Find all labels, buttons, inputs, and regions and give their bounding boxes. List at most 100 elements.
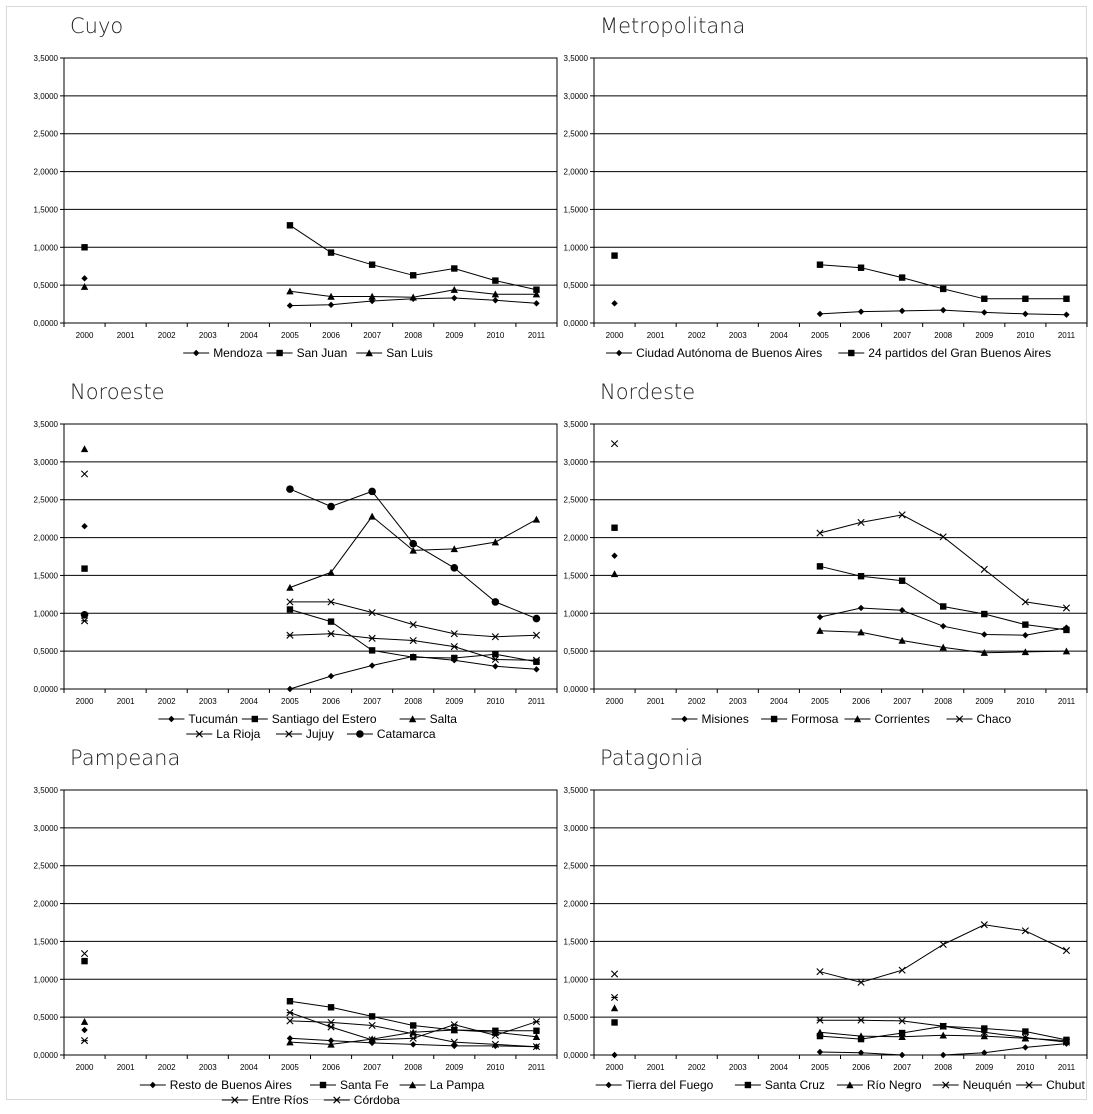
panel-patagonia: Patagonia 0,0000 0,5000 1,0000 1,5000 2,0000… xyxy=(530,744,1088,1114)
y-tick-label: 2,0000 xyxy=(564,900,589,909)
legend-marker xyxy=(195,730,203,738)
panel-title: Nordeste xyxy=(600,380,696,404)
data-point xyxy=(327,630,335,638)
y-tick-label: 2,5000 xyxy=(34,130,59,139)
x-tick-label: 2004 xyxy=(240,331,258,340)
x-tick-label: 2000 xyxy=(606,1063,624,1072)
series-Santa Cruz xyxy=(611,1019,1070,1044)
data-point xyxy=(610,440,619,448)
data-point xyxy=(286,606,294,613)
chart-svg-cuyo: 0,0000 0,5000 1,0000 1,5000 2,0000 2,5000 3,00… xyxy=(34,54,558,360)
series-La Rioja xyxy=(80,617,541,664)
legend-item: Santiago del Estero xyxy=(241,712,377,726)
legend-label: Chaco xyxy=(977,712,1012,726)
data-point xyxy=(450,1038,458,1046)
panel-noroeste: Noroeste 0,0000 0,5000 1,0000 1,5000 2,0000 2… xyxy=(0,378,558,748)
data-point xyxy=(1022,621,1029,628)
data-point xyxy=(451,294,458,302)
data-point xyxy=(491,655,499,664)
data-point xyxy=(368,608,376,617)
series-Catamarca xyxy=(80,485,541,623)
data-point xyxy=(898,511,906,519)
data-point xyxy=(409,636,417,645)
x-tick-label: 2009 xyxy=(975,1063,993,1072)
y-tick-label: 2,0000 xyxy=(34,534,59,543)
data-point xyxy=(898,307,906,315)
data-point xyxy=(1063,626,1070,634)
legend-label: Jujuy xyxy=(306,727,334,741)
x-tick-label: 2003 xyxy=(199,331,217,340)
x-tick-label: 2005 xyxy=(811,697,829,706)
y-tick-label: 0,5000 xyxy=(564,1013,589,1022)
panel-title: Cuyo xyxy=(70,14,124,38)
data-point xyxy=(451,265,458,272)
x-tick-label: 2008 xyxy=(404,1063,422,1072)
legend-item: Entre Ríos xyxy=(221,1093,309,1107)
data-point xyxy=(327,568,335,576)
legend-label: La Pampa xyxy=(430,1078,485,1092)
y-tick-label: 2,0000 xyxy=(564,534,589,543)
data-point xyxy=(327,672,335,680)
data-point xyxy=(857,1016,865,1024)
data-point xyxy=(533,300,540,307)
data-point xyxy=(611,524,618,531)
data-point xyxy=(816,529,824,537)
y-tick-label: 0,5000 xyxy=(564,281,589,290)
data-point xyxy=(80,1017,89,1025)
chart-svg-patagonia: 0,0000 0,5000 1,0000 1,5000 2,0000 2,5000 3,00… xyxy=(564,786,1088,1092)
series-line xyxy=(290,601,537,638)
legend-marker xyxy=(168,715,175,723)
y-tick-label: 2,5000 xyxy=(564,496,589,505)
x-tick-label: 2001 xyxy=(117,1063,135,1072)
data-point xyxy=(981,295,988,302)
plot-area xyxy=(593,57,1088,324)
chart-svg-nordeste: 0,0000 0,5000 1,0000 1,5000 2,0000 2,5000 3,00… xyxy=(564,420,1088,726)
data-point xyxy=(368,512,376,520)
x-tick-label: 2006 xyxy=(322,697,340,706)
series-Tucumán xyxy=(81,523,540,693)
y-tick-label: 0,5000 xyxy=(34,281,59,290)
x-tick-label: 2006 xyxy=(852,697,870,706)
data-point xyxy=(1022,632,1029,639)
y-tick-label: 1,0000 xyxy=(34,975,59,984)
x-tick-label: 2010 xyxy=(1016,697,1034,706)
panel-title: Noroeste xyxy=(70,380,165,404)
legend-label: Entre Ríos xyxy=(252,1093,309,1107)
legend-label: Misiones xyxy=(702,712,749,726)
data-point xyxy=(857,628,865,636)
data-point xyxy=(898,607,906,614)
series-Chaco xyxy=(610,440,1071,612)
legend-label: Formosa xyxy=(791,712,839,726)
legend-item: 24 partidos del Gran Buenos Aires xyxy=(838,346,1051,360)
y-tick-label: 3,5000 xyxy=(34,54,59,63)
data-point xyxy=(898,1029,906,1037)
data-point xyxy=(368,1035,376,1043)
legend-item: Misiones xyxy=(671,712,749,726)
legend-marker xyxy=(848,349,855,357)
data-point xyxy=(451,654,458,662)
series-San Juan xyxy=(81,222,540,293)
legend-item: Santa Cruz xyxy=(734,1078,825,1092)
data-point xyxy=(939,643,947,651)
data-point xyxy=(81,244,88,251)
x-tick-label: 2003 xyxy=(199,1063,217,1072)
legend-label: San Juan xyxy=(297,346,348,360)
x-tick-label: 2000 xyxy=(76,1063,94,1072)
y-tick-label: 0,0000 xyxy=(564,1051,589,1060)
data-point xyxy=(491,1031,499,1039)
data-point xyxy=(816,627,824,634)
data-point xyxy=(816,563,824,570)
data-point xyxy=(611,552,618,559)
y-tick-label: 1,0000 xyxy=(564,975,589,984)
series-Córdoba xyxy=(80,949,541,1051)
x-tick-label: 2007 xyxy=(363,331,381,340)
legend-marker xyxy=(251,715,258,723)
legend-marker xyxy=(853,715,862,723)
series-Jujuy xyxy=(80,470,541,641)
data-point xyxy=(492,663,499,670)
data-point xyxy=(857,518,865,527)
data-point xyxy=(981,309,988,316)
x-tick-label: 2009 xyxy=(445,1063,463,1072)
x-tick-label: 2003 xyxy=(729,1063,747,1072)
legend-marker xyxy=(285,730,293,738)
